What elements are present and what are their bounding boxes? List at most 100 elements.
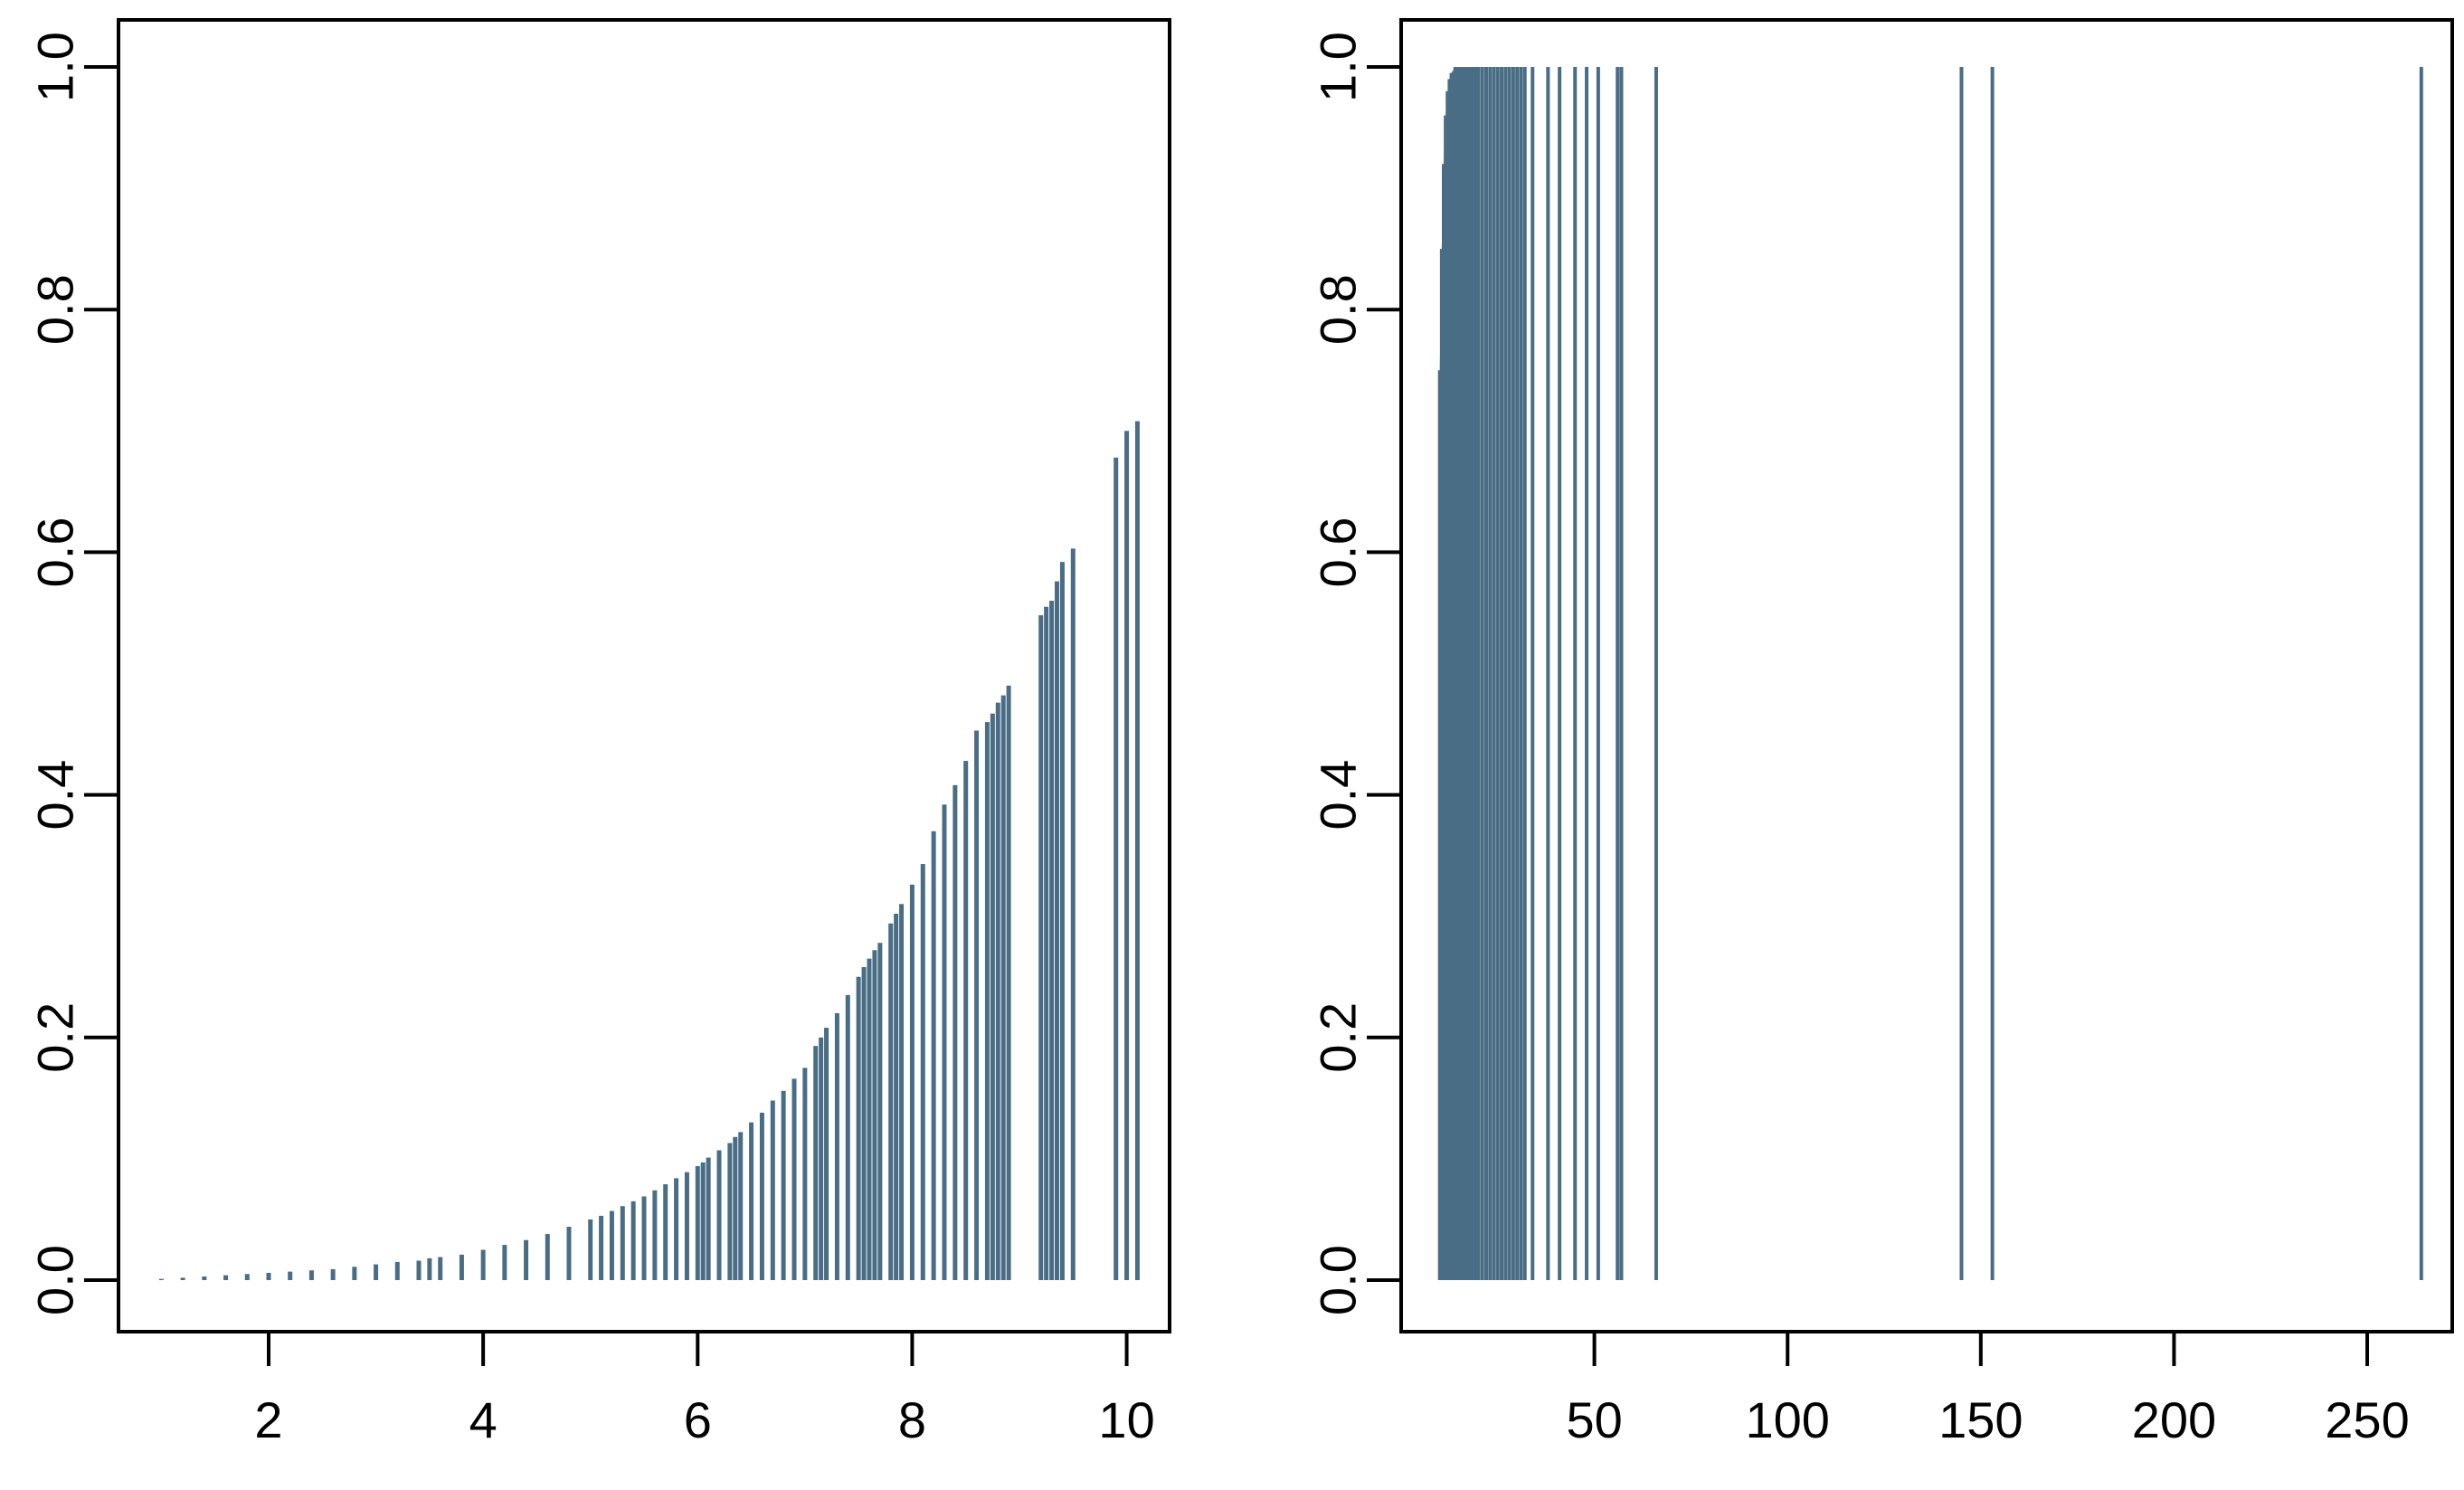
- y-tick-label: 0.0: [27, 1245, 84, 1315]
- bar: [330, 1268, 336, 1280]
- bar: [1439, 249, 1444, 1280]
- bar: [1483, 67, 1488, 1280]
- x-tick-label: 200: [2132, 1391, 2216, 1448]
- bar: [834, 1012, 839, 1280]
- bar: [620, 1206, 625, 1280]
- bar: [180, 1277, 185, 1280]
- x-tick-label: 6: [684, 1391, 712, 1448]
- bar: [1515, 67, 1520, 1280]
- y-axis: 0.0 0.2 0.4 0.6 0.8 1.0: [27, 32, 118, 1315]
- bar: [1531, 67, 1535, 1280]
- bar: [1654, 67, 1658, 1280]
- bar: [770, 1100, 775, 1280]
- bar: [288, 1271, 293, 1280]
- bar: [1124, 431, 1130, 1280]
- bar: [394, 1261, 400, 1280]
- bar: [1558, 67, 1562, 1280]
- bar: [1585, 67, 1589, 1280]
- x-axis: 50 100 150 200 250: [1566, 1332, 2410, 1448]
- bar: [995, 702, 1000, 1280]
- bar: [974, 730, 980, 1280]
- bar: [545, 1234, 550, 1280]
- bar: [1468, 67, 1473, 1280]
- bar: [223, 1275, 229, 1280]
- bar: [1480, 67, 1484, 1280]
- bar: [308, 1270, 314, 1280]
- bar: [894, 914, 899, 1280]
- bar: [266, 1272, 271, 1280]
- bar: [599, 1215, 604, 1280]
- bar: [1447, 79, 1452, 1280]
- bar: [909, 884, 915, 1280]
- bar: [856, 976, 861, 1280]
- bar: [716, 1150, 722, 1280]
- bar: [1437, 370, 1442, 1280]
- bar: [1441, 164, 1445, 1280]
- bar: [641, 1196, 647, 1280]
- bar: [984, 722, 990, 1280]
- bar: [1038, 615, 1044, 1280]
- bar: [1488, 67, 1493, 1280]
- plot-frame: [117, 18, 1171, 1333]
- bar: [1492, 67, 1496, 1280]
- bar: [1546, 67, 1550, 1280]
- bar: [1473, 67, 1477, 1280]
- bar: [684, 1172, 689, 1280]
- bar: [480, 1249, 486, 1280]
- bar: [1464, 67, 1469, 1280]
- bar: [872, 950, 877, 1280]
- bar: [1114, 457, 1119, 1280]
- bar-group: [1437, 67, 2423, 1281]
- bar: [2419, 67, 2423, 1280]
- y-tick-label: 0.8: [27, 274, 84, 345]
- bar: [1055, 581, 1059, 1280]
- bar: [1573, 67, 1578, 1280]
- bar: [899, 904, 905, 1280]
- x-tick-label: 8: [898, 1391, 926, 1448]
- bar: [438, 1257, 443, 1280]
- y-tick-label: 0.8: [1310, 274, 1367, 345]
- bar: [1500, 67, 1504, 1280]
- bar: [1457, 67, 1462, 1280]
- bar: [706, 1157, 711, 1280]
- bar: [802, 1068, 808, 1280]
- bar: [1453, 67, 1457, 1280]
- bar: [588, 1219, 593, 1280]
- bar: [1495, 67, 1500, 1280]
- bar: [791, 1078, 797, 1280]
- y-tick-label: 0.0: [1310, 1245, 1367, 1315]
- right-panel: 50 100 150 200 250 0.0 0.2 0.4 0.6 0.8 1.0: [1310, 18, 2454, 1448]
- bar: [1049, 601, 1055, 1280]
- left-panel: 2 4 6 8 10 0.0 0.2 0.4 0.6 0.8 1.0: [27, 18, 1171, 1448]
- bar: [566, 1227, 572, 1280]
- x-tick-label: 2: [254, 1391, 282, 1448]
- bar: [1445, 90, 1450, 1281]
- bar: [952, 784, 958, 1280]
- bar: [416, 1260, 422, 1280]
- x-tick-label: 100: [1745, 1391, 1829, 1448]
- bar: [819, 1037, 824, 1280]
- bar: [352, 1267, 357, 1280]
- bar: [502, 1245, 507, 1280]
- bar: [1616, 67, 1620, 1280]
- bar: [427, 1257, 432, 1280]
- bar: [374, 1264, 379, 1280]
- bar: [1059, 562, 1065, 1280]
- bar: [1006, 685, 1011, 1280]
- bar: [1449, 72, 1454, 1281]
- bar: [1476, 67, 1481, 1280]
- x-tick-label: 150: [1938, 1391, 2023, 1448]
- x-tick-label: 50: [1566, 1391, 1622, 1448]
- bar: [738, 1132, 744, 1280]
- y-tick-label: 1.0: [27, 32, 84, 102]
- bar: [813, 1046, 819, 1280]
- bar: [1070, 548, 1076, 1280]
- bar: [630, 1201, 636, 1280]
- x-tick-label: 250: [2325, 1391, 2409, 1448]
- plot-frame: [1399, 18, 2454, 1333]
- bar: [695, 1165, 700, 1280]
- bar: [244, 1274, 250, 1280]
- bar: [1044, 606, 1049, 1280]
- x-tick-label: 4: [469, 1391, 498, 1448]
- bar: [700, 1162, 706, 1280]
